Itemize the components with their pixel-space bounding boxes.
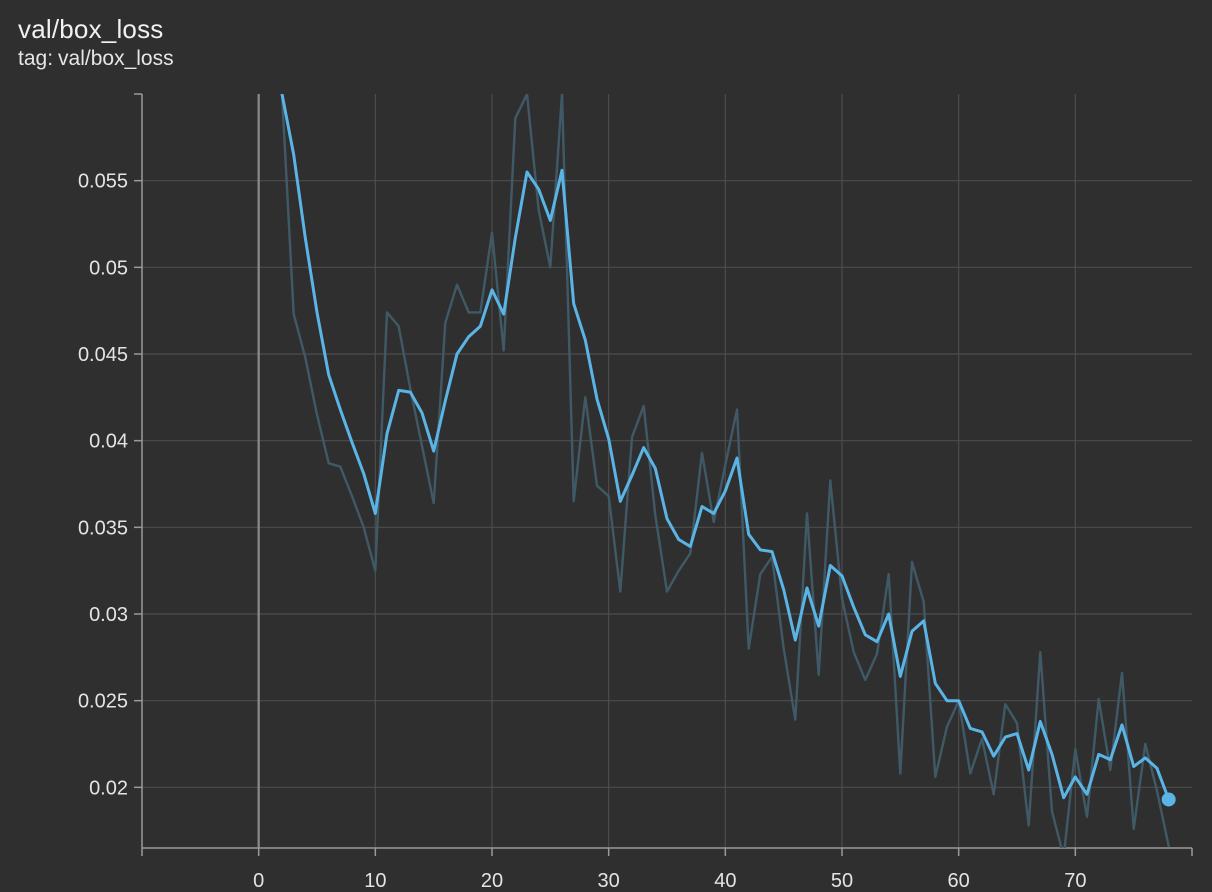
x-tick-label: 70 [1064,870,1086,892]
x-tick-label: 50 [831,870,853,892]
y-tick-label: 0.035 [78,517,128,539]
y-tick-label: 0.04 [89,431,128,453]
tick-label-layer: 0.02 0.025 0.03 0.035 0.04 0.045 0.05 0.055 0 10 2… [78,171,1087,892]
series-layer [280,94,1171,848]
x-tick-label: 40 [714,870,736,892]
tag-prefix: tag: [18,47,54,70]
x-tick-label: 60 [948,870,970,892]
y-tick-label: 0.045 [78,344,128,366]
x-tick-label: 10 [364,870,386,892]
x-tick-label: 30 [598,870,620,892]
chart-tag: tag: val/box_loss [18,47,174,71]
x-tick-label: 0 [253,870,264,892]
x-tick-label: 20 [481,870,503,892]
y-tick-label: 0.03 [89,604,128,626]
axis-layer [134,93,1193,856]
last-point-marker [1161,792,1176,807]
tag-value: val/box_loss [58,47,174,70]
y-tick-label: 0.02 [89,777,128,799]
grid-layer [142,94,1192,848]
raw-series-line [280,94,1170,848]
y-tick-label: 0.055 [78,171,128,193]
y-tick-label: 0.05 [89,257,128,279]
smoothed-series-line [280,94,1171,801]
y-tick-label: 0.025 [78,691,128,713]
chart-title: val/box_loss [18,14,164,44]
